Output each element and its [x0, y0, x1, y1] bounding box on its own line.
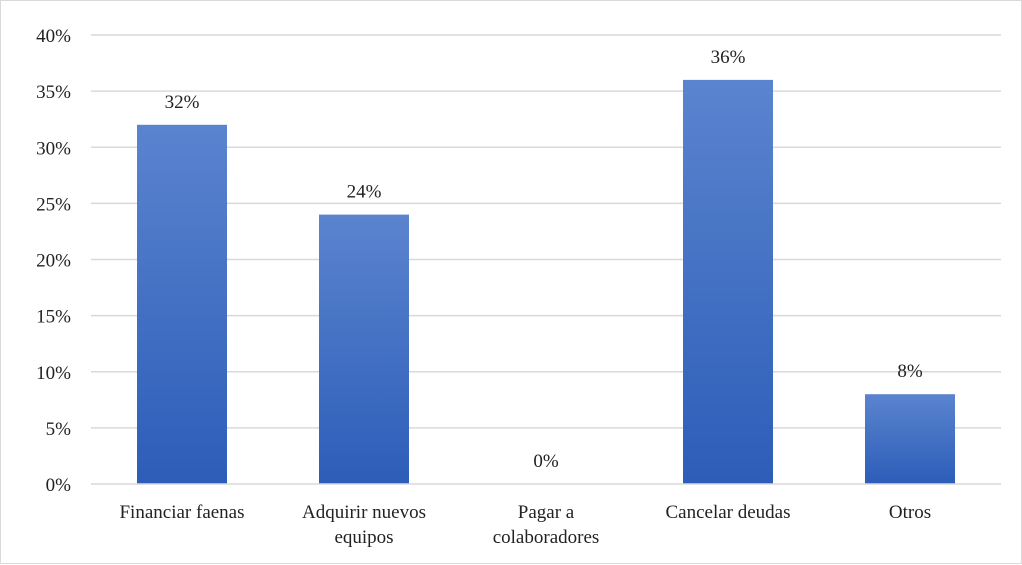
category-label: Financiar faenas — [119, 502, 244, 523]
category-label-line: Adquirir nuevos — [302, 502, 426, 523]
category-label-line: colaboradores — [493, 527, 600, 548]
category-label: Pagar a colaboradores — [493, 502, 600, 548]
y-tick-label: 40% — [36, 26, 71, 47]
y-tick-label: 30% — [36, 138, 71, 159]
bar — [319, 214, 409, 484]
gridlines — [91, 34, 1001, 429]
y-tick-label: 10% — [36, 363, 71, 384]
y-tick-label: 15% — [36, 307, 71, 328]
category-label: Adquirir nuevos equipos — [302, 502, 426, 548]
bar — [137, 124, 227, 485]
category-labels: Financiar faenas Adquirir nuevos equipos Pa… — [119, 502, 931, 548]
category-label-line: Pagar a — [518, 502, 575, 523]
bar — [683, 79, 773, 485]
y-axis-ticks: 0% 5% 10% 15% 20% 25% 30% 35% 40% — [36, 26, 71, 496]
category-label-line: equipos — [334, 527, 393, 548]
y-tick-label: 0% — [46, 475, 72, 496]
bar — [865, 394, 955, 484]
y-tick-label: 35% — [36, 82, 71, 103]
data-labels: 32% 24% 0% 36% 8% — [165, 47, 923, 472]
data-label: 24% — [347, 182, 382, 203]
category-label: Cancelar deudas — [665, 502, 790, 523]
bars — [137, 79, 955, 485]
y-tick-label: 5% — [46, 419, 72, 440]
y-tick-label: 20% — [36, 251, 71, 272]
y-tick-label: 25% — [36, 194, 71, 215]
category-label-line: Otros — [889, 502, 931, 523]
data-label: 8% — [897, 361, 923, 382]
category-label: Otros — [889, 502, 931, 523]
category-label-line: Financiar faenas — [119, 502, 244, 523]
data-label: 0% — [533, 451, 559, 472]
category-label-line: Cancelar deudas — [665, 502, 790, 523]
data-label: 36% — [711, 47, 746, 68]
data-label: 32% — [165, 92, 200, 113]
